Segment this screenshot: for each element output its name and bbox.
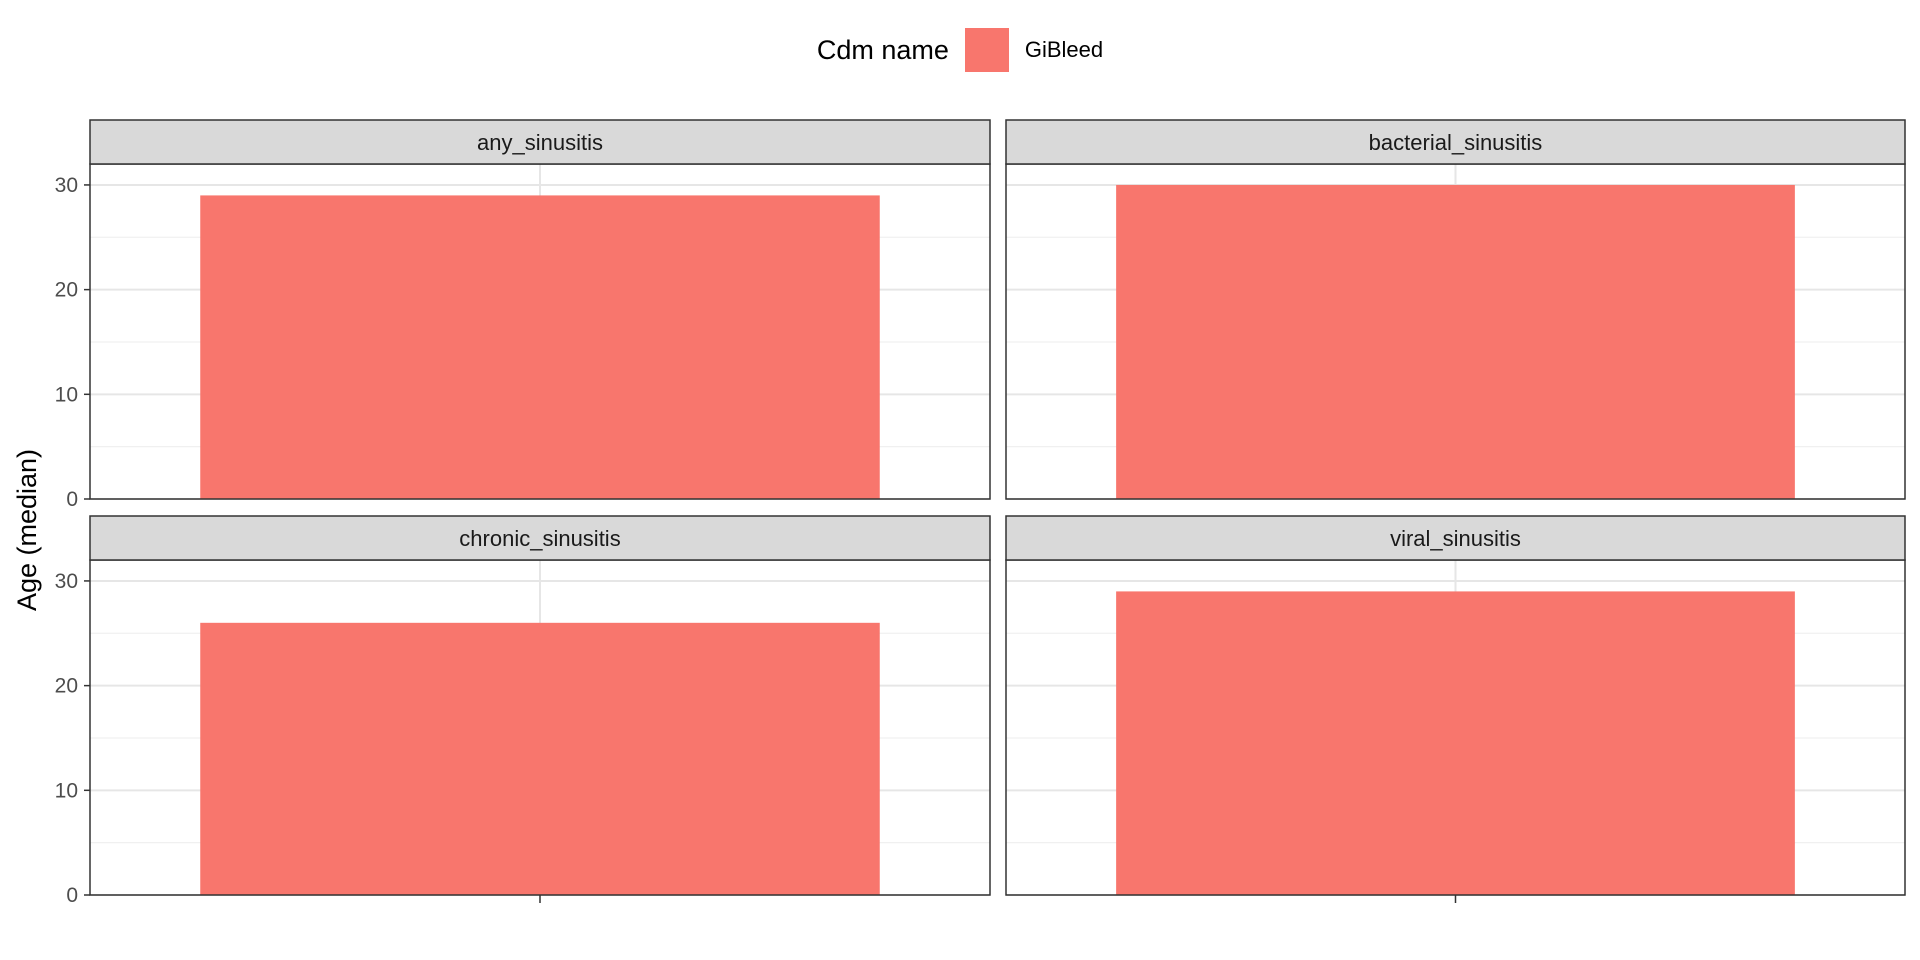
y-axis-title: Age (median)	[12, 449, 42, 611]
facet-strip	[1005, 119, 1906, 165]
y-tick-label: 20	[55, 279, 78, 302]
facet-strip	[1005, 515, 1906, 561]
bar-viral_sinusitis	[1116, 591, 1795, 895]
y-tick-label: 0	[66, 488, 78, 511]
facet-strip	[89, 119, 991, 165]
bar-bacterial_sinusitis	[1116, 184, 1795, 499]
facet-strip	[89, 515, 991, 561]
facet-title: viral_sinusitis	[1390, 526, 1521, 551]
legend: Cdm name GiBleed	[0, 28, 1920, 72]
legend-label: GiBleed	[1024, 37, 1104, 62]
y-tick-label: 30	[55, 174, 78, 197]
y-tick-label: 20	[55, 675, 78, 698]
y-tick-label: 10	[55, 383, 78, 406]
bar-any_sinusitis	[200, 195, 880, 499]
legend-key-swatch	[964, 28, 1009, 72]
y-tick-label: 0	[66, 884, 78, 907]
legend-title: Cdm name	[816, 34, 949, 65]
facet-title: any_sinusitis	[477, 130, 603, 155]
bar-chronic_sinusitis	[200, 622, 880, 895]
y-tick-label: 10	[55, 779, 78, 802]
facet-title: bacterial_sinusitis	[1369, 130, 1543, 155]
legend-item-gibleed: GiBleed	[964, 28, 1104, 72]
y-tick-label: 30	[55, 570, 78, 593]
facet-title: chronic_sinusitis	[459, 526, 620, 551]
